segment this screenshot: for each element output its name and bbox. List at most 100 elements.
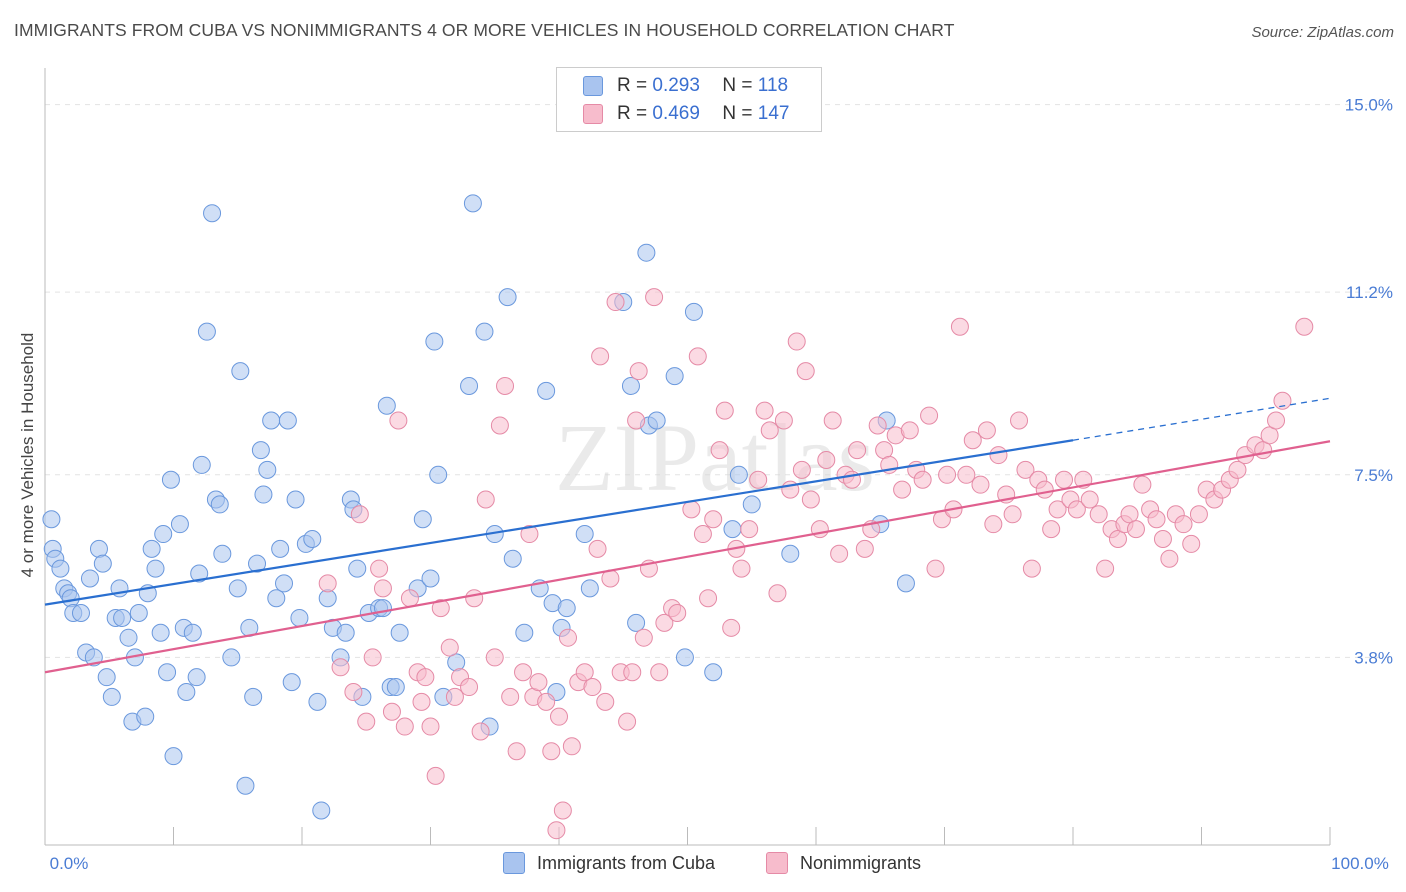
nonimmigrant-point	[950, 317, 969, 336]
n-label: N =	[722, 75, 753, 96]
cuba-point	[231, 362, 250, 381]
nonimmigrant-point	[588, 539, 607, 558]
cuba-point	[190, 564, 209, 583]
cuba-point	[413, 510, 432, 529]
cuba-point	[278, 411, 297, 430]
nonimmigrant-point	[749, 470, 768, 489]
cuba-point	[336, 623, 355, 642]
cuba-point	[425, 332, 444, 351]
cuba-point	[93, 554, 112, 573]
cuba-point	[421, 569, 440, 588]
legend-row-cuba: R = 0.293 N = 118	[583, 73, 788, 99]
cuba-point	[348, 559, 367, 578]
cuba-point	[723, 520, 742, 539]
nonimmigrant-point	[416, 668, 435, 687]
legend-item-cuba: Immigrants from Cuba	[503, 852, 715, 874]
cuba-trend-line	[44, 439, 1074, 606]
nonimmigrant-point	[412, 692, 431, 711]
nonimmigrant-point	[550, 707, 568, 726]
cuba-point	[164, 747, 183, 766]
stats-legend: R = 0.293 N = 118 R = 0.469 N = 147	[556, 67, 822, 132]
nonimmigrant-point	[938, 465, 957, 484]
nonimmigrant-point	[760, 421, 779, 440]
nonimmigrant-point	[645, 288, 664, 307]
cuba-point	[282, 673, 301, 692]
cuba-point	[187, 668, 206, 687]
nonimmigrant-point	[363, 648, 382, 667]
nonimmigrant-point	[440, 638, 459, 657]
nonimmigrant-point	[623, 663, 642, 682]
cuba-point	[275, 574, 294, 593]
nonimmigrant-point	[1022, 559, 1041, 578]
nonimmigrant-point	[1182, 534, 1201, 553]
cuba-point	[210, 495, 229, 514]
nonimmigrant-point	[1096, 559, 1115, 578]
nonimmigrant-point	[485, 648, 504, 667]
nonimmigrant-point	[1267, 411, 1286, 430]
nonimmigrant-point	[575, 663, 594, 682]
cuba-point	[161, 470, 180, 489]
nonimmigrant-point	[537, 692, 556, 711]
y-tick-label: 7.5%	[1354, 466, 1393, 485]
nonimmigrant-point	[344, 682, 363, 701]
nonimmigrant-point	[476, 490, 495, 509]
y-tick-label: 3.8%	[1354, 648, 1393, 667]
nonimmigrant-point	[963, 431, 982, 450]
cuba-point	[254, 485, 273, 504]
nonimmigrant-point	[553, 801, 572, 820]
cuba-point	[61, 589, 80, 608]
nonimmigrant-point	[400, 589, 419, 608]
nonimmigrant-point	[1147, 510, 1166, 529]
nonimmigrant-point	[1153, 529, 1172, 548]
nonimmigrant-point	[989, 446, 1008, 465]
nonimmigrant-point	[562, 737, 581, 756]
cuba-point	[89, 539, 108, 558]
data-points	[42, 194, 1314, 840]
legend-swatch-cuba	[583, 76, 603, 96]
grid-lines	[45, 104, 1392, 658]
nonimmigrant-point	[350, 505, 369, 524]
source-label: Source: ZipAtlas.com	[1251, 24, 1394, 41]
cuba-point	[51, 559, 70, 578]
nonimmigrant-point	[507, 742, 526, 761]
nonimmigrant-point	[801, 490, 820, 509]
nonimmigrant-point	[1120, 505, 1139, 524]
nonimmigrant-point	[688, 347, 707, 366]
cuba-point	[463, 194, 482, 213]
r-label: R =	[617, 103, 648, 124]
r-value: 0.293	[652, 75, 700, 96]
nonimmigrant-point	[591, 347, 610, 366]
legend-row-nonimmigrants: R = 0.469 N = 147	[583, 101, 789, 127]
nonimmigrant-point	[445, 687, 464, 706]
nonimmigrant-point	[370, 559, 389, 578]
cuba-point	[637, 243, 656, 262]
cuba-trend-extension	[1072, 397, 1331, 441]
r-label: R =	[617, 75, 648, 96]
nonimmigrant-point	[650, 663, 669, 682]
nonimmigrant-point	[732, 559, 751, 578]
nonimmigrant-point	[655, 613, 674, 632]
nonimmigrant-point	[542, 742, 561, 761]
cuba-point	[158, 663, 177, 682]
cuba-point	[575, 525, 594, 544]
nonimmigrant-point	[787, 332, 806, 351]
y-tick-labels: 3.8% 7.5% 11.2% 15.0%	[1345, 96, 1393, 668]
nonimmigrant-point	[830, 544, 849, 563]
chart-title: IMMIGRANTS FROM CUBA VS NONIMMIGRANTS 4 …	[14, 20, 955, 40]
cuba-point	[228, 579, 247, 598]
cuba-point	[373, 599, 392, 618]
cuba-point	[97, 668, 116, 687]
cuba-point	[557, 599, 576, 618]
cuba-point	[203, 204, 222, 223]
nonimmigrant-point	[421, 717, 440, 736]
cuba-point	[781, 544, 800, 563]
n-value: 147	[757, 103, 790, 124]
nonimmigrant-point	[395, 717, 414, 736]
nonimmigrant-point	[893, 480, 912, 499]
nonimmigrant-point	[629, 362, 648, 381]
nonimmigrant-point	[774, 411, 793, 430]
cuba-point	[684, 302, 703, 321]
cuba-point	[729, 465, 748, 484]
nonimmigrant-point	[1067, 500, 1086, 519]
